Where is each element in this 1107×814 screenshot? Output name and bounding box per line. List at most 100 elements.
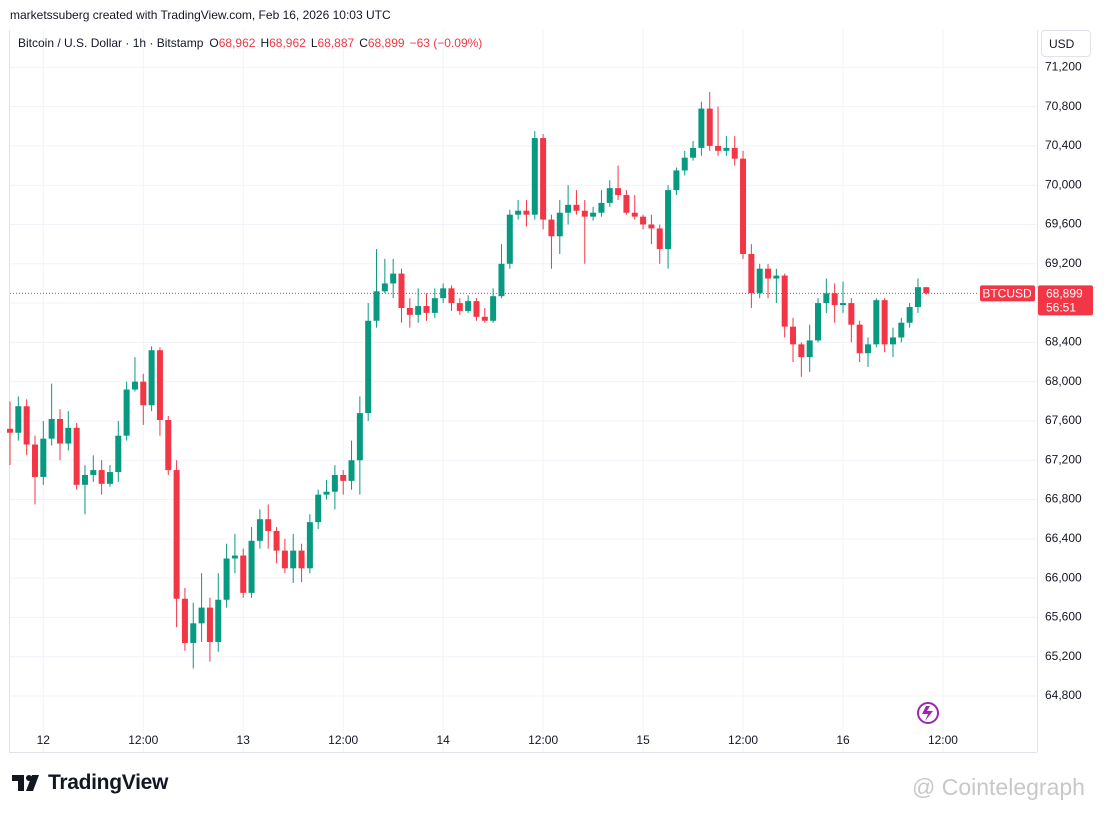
candle-body [15,406,22,433]
candle-body [615,188,622,196]
candle-body [265,519,272,531]
candle-body [381,283,388,292]
candle-body [556,212,563,237]
candle-body [573,204,580,211]
price-tag [1038,285,1093,316]
candle-body [248,540,255,593]
candle-body [548,219,555,237]
candle-body [781,275,788,327]
candle-body [440,288,447,299]
candle-body [223,558,230,600]
candle-body [215,599,222,642]
candle-body [906,307,913,323]
candle-body [914,287,921,308]
symbol-title: Bitcoin / U.S. Dollar · 1h · Bitstamp [18,36,204,50]
candle-body [398,273,405,308]
candle-body [31,444,38,477]
brand-name: TradingView [48,771,169,794]
y-tick-label: 66,000 [1045,570,1082,584]
candle-body [65,427,72,444]
candle-body [581,210,588,217]
candle-body [840,303,846,306]
candle-body [815,303,822,341]
candle-body [823,293,830,304]
candle-body [856,324,863,354]
change: −63 (−0.09%) [409,36,483,50]
candle-body [123,389,130,436]
candle-body [473,301,480,317]
candle-body [456,303,463,311]
candle-body [690,147,697,158]
x-tick-label: 14 [436,733,450,747]
candle-body [540,138,547,220]
icon [917,702,939,724]
candle-body [165,419,172,471]
candle-body [81,474,88,485]
candle-body [331,474,338,492]
x-tick-label: 13 [237,733,251,747]
candle-body [740,158,747,254]
candle-body [7,428,13,433]
logo-icon [12,775,39,791]
legend-value: 68,962 [218,36,256,50]
candle-body [481,316,488,321]
candle-body [531,138,538,215]
candle-body [256,519,263,541]
candle-body [498,263,505,297]
candle-body [873,300,880,345]
candle-body [73,427,80,485]
candle-body [681,157,688,171]
candle-body [356,413,363,461]
candle-body [465,301,472,311]
legend-key: O [209,36,219,50]
candle-body [306,522,313,569]
y-tick-label: 67,200 [1045,452,1082,466]
candle-body [773,275,780,279]
currency-button[interactable]: USD [1041,30,1091,57]
candle-body [315,494,322,523]
price-tag-label: 68,899 [1046,287,1083,301]
x-tick-label: 15 [636,733,650,747]
candle-body [673,170,680,191]
candle-body [281,550,288,569]
candle-body [806,340,813,358]
candle-body [881,300,888,345]
candle-body [323,491,330,495]
candle-body [131,381,138,390]
legend: Bitcoin / U.S. Dollar · 1h · Bitstamp O68… [18,36,487,50]
credit: marketssuberg created with TradingView.c… [10,8,391,22]
candle-body [206,607,213,642]
candle-body [348,460,355,481]
y-tick-label: 69,600 [1045,217,1082,231]
candle-body [148,350,155,406]
y-tick-label: 65,600 [1045,610,1082,624]
candle-body [798,344,805,358]
candle-body [765,268,772,279]
candle-body [390,273,397,284]
candle-body [90,470,97,475]
candle-body [698,108,705,148]
candle-body [340,474,347,481]
candle-body [273,530,280,551]
y-tick-label: 71,200 [1045,59,1082,73]
y-tick-label: 66,400 [1045,531,1082,545]
candle-body [98,470,105,484]
candle-body [631,212,638,217]
candle-body [731,147,738,159]
candle-body [648,224,655,229]
x-tick-label: 12 [37,733,51,747]
watermark: @ Cointelegraph [912,774,1085,800]
symbol-tag-label: BTCUSD [982,287,1032,301]
candle-body [181,598,188,643]
candle-body [48,418,55,439]
candle-body [198,607,205,624]
candle-body [889,337,896,345]
candle-body [523,210,530,215]
candle-body [898,322,905,338]
legend-value: 68,899 [367,36,405,50]
candle-body [848,303,855,325]
legend-value: 68,962 [269,36,306,50]
legend-key: L [310,36,318,50]
candle-body [715,145,722,151]
candle-body [623,195,630,213]
